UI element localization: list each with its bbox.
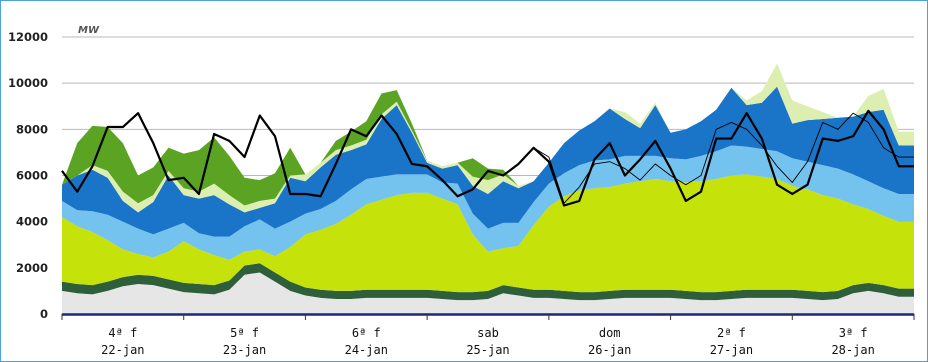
x-category-day-6: 2ª f — [717, 326, 746, 340]
x-category-date-6: 27-jan — [710, 343, 753, 357]
y-tick-label-8000: 8000 — [16, 122, 48, 136]
chart-axes: 0 2000 4000 6000 8000 10000 12000 4ª f 22-jan 5ª … — [8, 30, 915, 357]
x-category-date-2: 23-jan — [223, 343, 266, 357]
x-category-day-1: 4ª f — [108, 326, 137, 340]
y-tick-label-4000: 4000 — [16, 215, 48, 229]
y-tick-label-10000: 10000 — [8, 76, 48, 90]
area-series-3 — [62, 174, 914, 293]
x-category-date-4: 25-jan — [466, 343, 509, 357]
area-series-7 — [62, 63, 914, 206]
line-series-2 — [61, 112, 914, 204]
area-series-4 — [62, 145, 914, 260]
y-tick-label-6000: 6000 — [16, 169, 48, 183]
area-series-6 — [62, 63, 914, 213]
x-category-day-4: sab — [477, 326, 499, 340]
unit-label: MW — [78, 25, 100, 36]
x-category-date-7: 28-jan — [831, 343, 874, 357]
chart-areas — [62, 63, 914, 314]
x-category-date-1: 22-jan — [101, 343, 144, 357]
y-tick-label-0: 0 — [40, 307, 48, 321]
x-category-day-3: 6ª f — [352, 326, 381, 340]
x-category-day-2: 5ª f — [230, 326, 259, 340]
x-category-date-5: 26-jan — [588, 343, 631, 357]
x-category-day-7: 3ª f — [839, 326, 868, 340]
y-tick-label-2000: 2000 — [16, 261, 48, 275]
x-category-date-3: 24-jan — [345, 343, 388, 357]
x-category-day-5: dom — [599, 326, 621, 340]
area-series-1 — [62, 272, 914, 314]
chart-lines — [61, 109, 914, 207]
y-tick-label-12000: 12000 — [8, 30, 48, 44]
area-series-5 — [62, 86, 914, 237]
